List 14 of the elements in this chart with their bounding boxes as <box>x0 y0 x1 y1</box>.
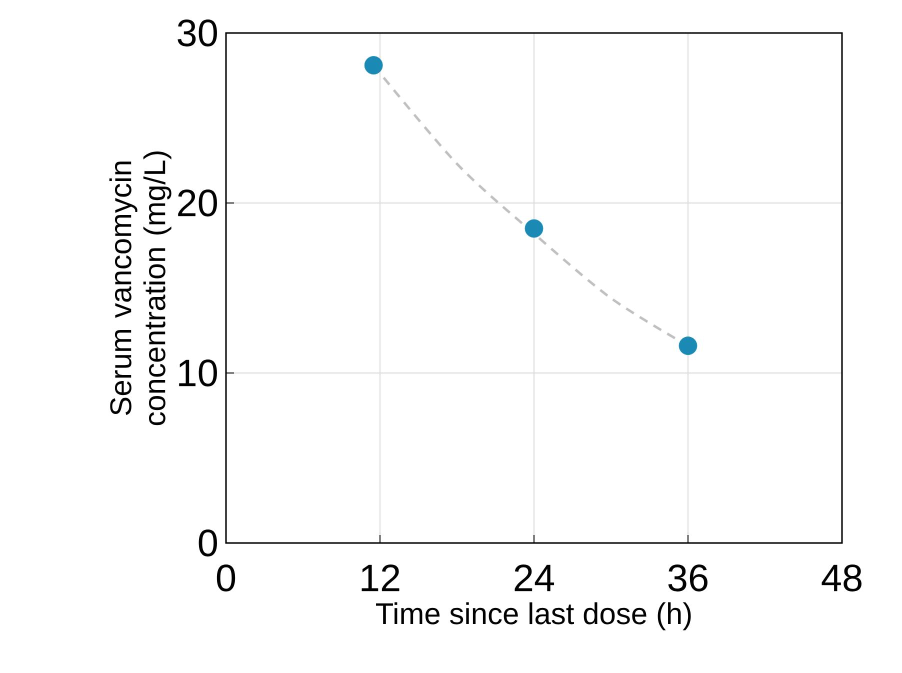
y-tick-label: 0 <box>198 530 217 556</box>
y-tick-label: 10 <box>179 360 217 386</box>
x-tick-label: 24 <box>514 564 554 592</box>
x-tick-label: 36 <box>668 564 708 592</box>
y-tick-label: 30 <box>178 20 217 46</box>
point <box>364 56 383 74</box>
x-axis-title: Time since last dose (h) <box>376 602 691 630</box>
y-tick-label: 20 <box>178 190 217 216</box>
x-tick-label: 48 <box>822 564 862 592</box>
point <box>524 219 544 238</box>
x-tick-label: 12 <box>362 564 400 592</box>
point <box>678 336 698 355</box>
y-axis-title: Serum vancomycin concentration (mg/L) <box>109 152 172 426</box>
x-tick-label: 0 <box>216 564 236 592</box>
